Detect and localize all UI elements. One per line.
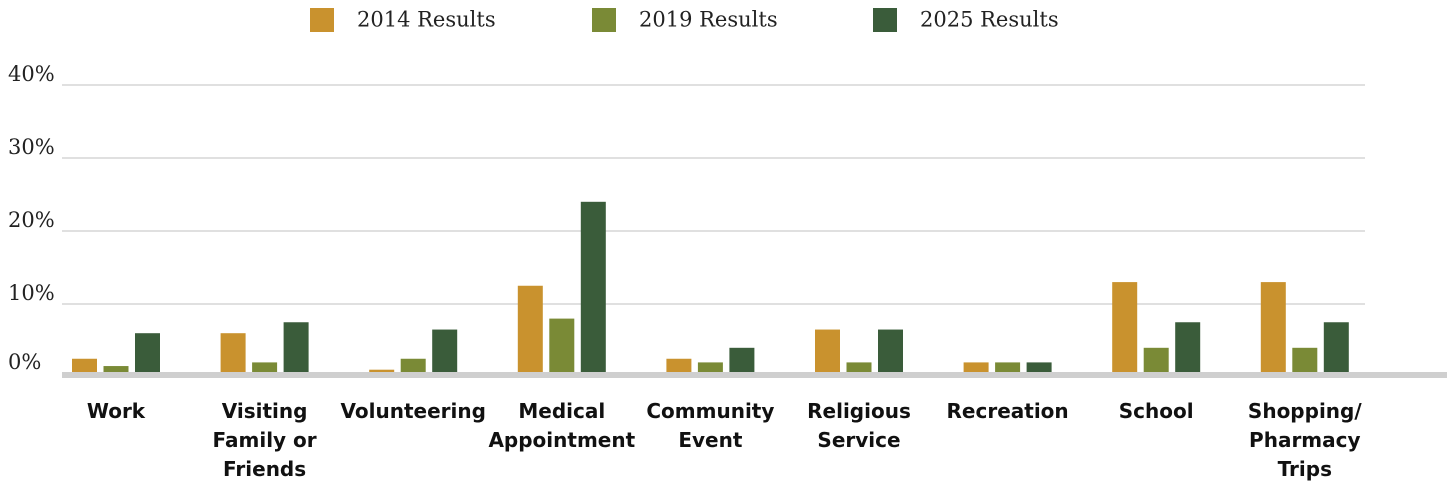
bar [815,329,840,377]
legend-label: 2025 Results [920,8,1059,32]
x-tick-label: Visiting Family or Friends [213,399,317,481]
y-tick-label: 40% [8,62,55,86]
x-tick-label: Religious Service [807,399,911,452]
bar [135,333,160,377]
bar [220,333,246,377]
y-tick-label: 10% [8,281,55,305]
bar [517,285,543,377]
bar [549,318,575,377]
y-tick-label: 20% [8,208,55,232]
legend-label: 2019 Results [639,8,778,32]
bar [283,322,309,377]
x-tick-label: Medical Appointment [488,399,635,452]
bar [432,329,458,377]
baseline [62,372,1447,378]
legend-swatch [873,8,897,32]
x-tick-label: Community Event [646,399,774,452]
legend-swatch [592,8,616,32]
y-tick-label: 30% [8,135,55,159]
bar [1323,322,1349,377]
legend-label: 2014 Results [357,8,496,32]
bar [103,366,129,377]
x-tick-label: Work [87,399,146,423]
y-tick-label: 0% [8,350,41,374]
x-tick-label: Shopping/Pharmacy Trips [1248,399,1362,481]
bar [1112,282,1138,377]
bar [878,329,903,377]
bar [580,201,606,377]
legend-swatch [310,8,334,32]
bar [1260,282,1286,377]
bar [1175,322,1201,377]
x-tick-label: Recreation [947,399,1069,423]
x-tick-label: School [1119,399,1194,423]
x-tick-label: Volunteering [340,399,485,423]
